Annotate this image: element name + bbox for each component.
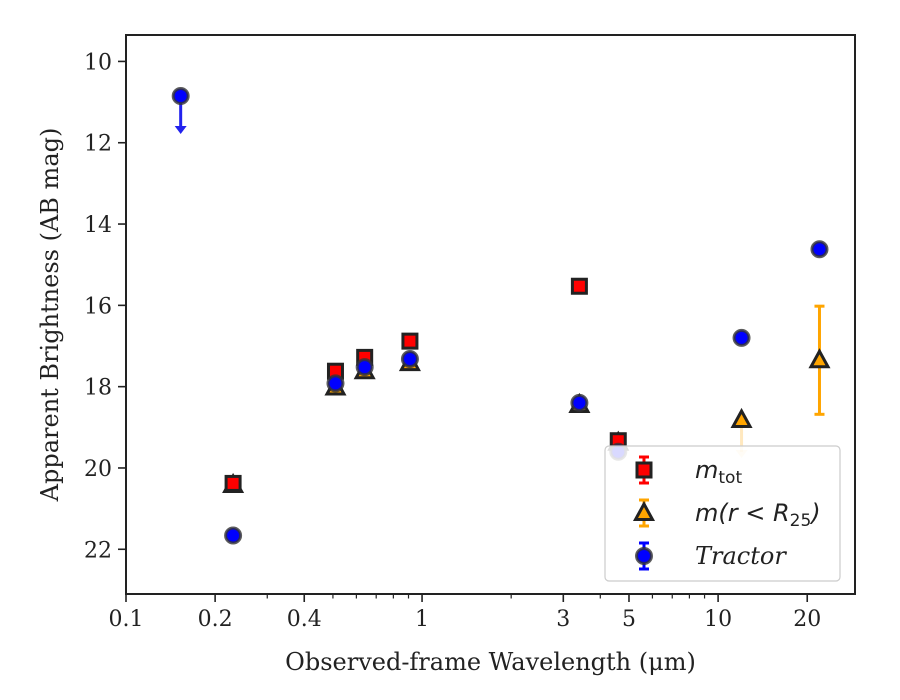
triangle-marker — [808, 348, 831, 369]
x-tick-label: 10 — [704, 607, 732, 632]
y-tick-label: 10 — [84, 50, 112, 75]
square-point — [570, 277, 588, 295]
x-tick-label: 5 — [622, 607, 636, 632]
y-axis-label: Apparent Brightness (AB mag) — [36, 128, 64, 503]
x-tick-label: 20 — [793, 607, 821, 632]
circle-marker — [171, 86, 190, 105]
legend-label: Tractor — [695, 542, 787, 570]
axes: 0.1 0.2 0.4 1 3 5 10 20 10 12 14 16 18 20 22 — [84, 34, 856, 632]
legend-square-marker — [635, 461, 653, 479]
x-tick-label: 0.4 — [287, 607, 322, 632]
square-marker — [570, 277, 588, 295]
y-tick-label: 18 — [84, 376, 112, 401]
x-tick-label: 1 — [415, 607, 429, 632]
legend-circle-marker — [635, 547, 653, 565]
y-tick-label: 16 — [84, 294, 112, 319]
square-point — [401, 332, 419, 350]
triangle-marker — [730, 407, 753, 428]
legend-entry: m(r < R25) — [632, 498, 821, 531]
square-marker — [401, 332, 419, 350]
circle-point — [400, 350, 419, 369]
triangle-point — [808, 304, 831, 416]
x-tick-label: 3 — [556, 607, 570, 632]
legend-entry: mtot — [635, 455, 742, 488]
circle-point — [171, 86, 190, 134]
circle-point — [570, 393, 589, 412]
legend-label: mtot — [695, 456, 742, 488]
y-tick-label: 14 — [84, 213, 112, 238]
circle-marker — [355, 358, 374, 377]
circle-point — [810, 240, 829, 259]
circle-marker — [732, 328, 751, 347]
square-point — [224, 474, 242, 492]
circle-point — [355, 358, 374, 377]
circle-marker — [400, 350, 419, 369]
legend-box — [604, 445, 841, 582]
legend: mtot m(r < R25) Tractor — [604, 445, 841, 582]
square-marker — [224, 474, 242, 492]
upper-limit-arrowhead — [174, 125, 187, 134]
circle-point — [732, 328, 751, 347]
legend-triangle-marker — [632, 500, 656, 521]
circle-marker — [326, 374, 345, 393]
legend-entry: Tractor — [635, 541, 787, 571]
circle-point — [224, 526, 243, 545]
circle-point — [326, 374, 345, 393]
y-tick-label: 20 — [84, 457, 112, 482]
y-tick-label: 12 — [84, 132, 112, 157]
plot-frame — [125, 34, 856, 595]
legend-label: m(r < R25) — [695, 499, 821, 531]
circle-marker — [570, 393, 589, 412]
x-tick-label: 0.1 — [109, 607, 144, 632]
circle-marker — [224, 526, 243, 545]
x-tick-label: 0.2 — [198, 607, 233, 632]
y-tick-label: 22 — [84, 538, 112, 563]
x-axis-label: Observed-frame Wavelength (μm) — [285, 648, 696, 676]
circle-marker — [810, 240, 829, 259]
